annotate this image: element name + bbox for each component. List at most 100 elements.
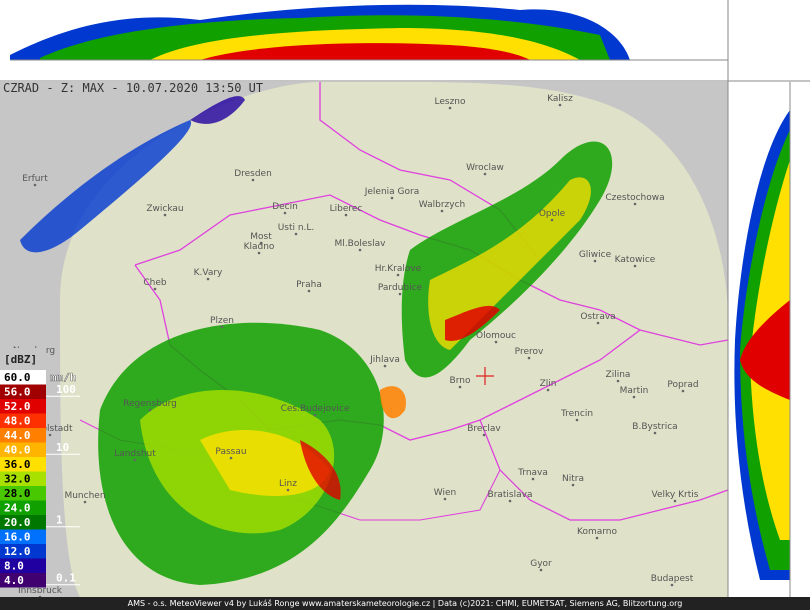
legend-level: 4.0	[4, 574, 24, 587]
city-dot	[527, 356, 531, 360]
city-label: Passau	[215, 447, 246, 457]
city-dot	[494, 340, 498, 344]
city-label: Opole	[539, 209, 566, 219]
city-dot	[546, 388, 550, 392]
city-dot	[632, 395, 636, 399]
city-label: Pardubice	[378, 283, 423, 293]
city-label: Velky Krtis	[652, 490, 699, 500]
city-label: Hr.Kralove	[375, 264, 422, 274]
city-dot	[294, 232, 298, 236]
city-dot	[448, 106, 452, 110]
city-label: Leszno	[434, 97, 466, 107]
city-label: Dresden	[234, 169, 272, 179]
legend-level: 52.0	[4, 400, 31, 413]
city-dot	[344, 213, 348, 217]
city-label: Erfurt	[22, 174, 48, 184]
city-dot	[163, 213, 167, 217]
city-label: Walbrzych	[419, 200, 465, 210]
city-dot	[383, 364, 387, 368]
city-dot	[398, 292, 402, 296]
legend-level: 12.0	[4, 545, 31, 558]
city-label: Brno	[450, 376, 471, 386]
legend-level: 40.0	[4, 444, 31, 457]
legend-level: 8.0	[4, 560, 24, 573]
city-label: Zilina	[606, 370, 631, 380]
city-dot	[358, 248, 362, 252]
city-label: Trnava	[517, 468, 548, 478]
city-label: Trencin	[560, 409, 593, 419]
city-dot	[440, 209, 444, 213]
legend-level: 24.0	[4, 502, 31, 515]
legend-header-bg	[0, 348, 46, 370]
city-dot	[443, 497, 447, 501]
city-dot	[286, 488, 290, 492]
legend-swatch	[0, 500, 46, 515]
city-dot	[633, 264, 637, 268]
city-dot	[482, 433, 486, 437]
city-dot	[257, 251, 261, 255]
city-label: Kalisz	[547, 94, 573, 104]
city-dot	[206, 277, 210, 281]
city-label: Decin	[272, 202, 298, 212]
footer-text: AMS - o.s. MeteoViewer v4 by Lukáš Ronge…	[128, 598, 683, 608]
legend-level: 28.0	[4, 487, 31, 500]
city-dot	[531, 477, 535, 481]
city-label: K.Vary	[194, 268, 223, 278]
legend-swatch	[0, 558, 46, 573]
legend-level: 48.0	[4, 415, 31, 428]
city-dot	[596, 321, 600, 325]
city-label: Kladno	[244, 242, 275, 252]
city-dot	[307, 289, 311, 293]
city-label: Komarno	[577, 527, 617, 537]
city-dot	[83, 500, 87, 504]
city-dot	[396, 273, 400, 277]
city-label: Most	[250, 232, 272, 242]
legend-level: 56.0	[4, 386, 31, 399]
legend-swatch	[0, 384, 46, 399]
city-dot	[283, 211, 287, 215]
city-dot	[550, 218, 554, 222]
city-dot	[153, 287, 157, 291]
city-dot	[133, 458, 137, 462]
legend-level: 44.0	[4, 429, 31, 442]
city-dot	[575, 418, 579, 422]
legend-rate: 100	[56, 383, 76, 396]
city-label: Linz	[279, 479, 297, 489]
city-label: Munchen	[64, 491, 105, 501]
side-profile	[734, 82, 791, 597]
city-dot	[558, 103, 562, 107]
city-label: Ces.Budejovice	[281, 404, 350, 414]
city-label: Ingolstadt	[27, 424, 73, 434]
legend-swatch	[0, 370, 46, 385]
map-title: CZRAD - Z: MAX - 10.07.2020 13:50 UT	[3, 81, 263, 95]
city-label: Zlin	[540, 379, 557, 389]
city-label: Wien	[434, 488, 456, 498]
city-label: Bratislava	[488, 490, 533, 500]
city-dot	[220, 325, 224, 329]
legend: [dBZ] 60.0 56.052.0 48.044.0 40.036.0 32.028.…	[0, 348, 80, 588]
city-label: Czestochowa	[605, 193, 664, 203]
city-dot	[483, 172, 487, 176]
footer-bar	[0, 597, 810, 610]
legend-level: 60.0	[4, 371, 31, 384]
radar-site	[476, 367, 494, 385]
legend-rate: 0.1	[56, 572, 76, 585]
legend-level: 32.0	[4, 473, 31, 486]
legend-swatch	[0, 399, 46, 414]
city-label: Innsbruck	[18, 586, 63, 596]
city-label: Regensburg	[123, 399, 177, 409]
city-label: Poprad	[667, 380, 698, 390]
city-dot	[259, 241, 263, 245]
city-label: Olomouc	[476, 331, 516, 341]
city-dot	[508, 499, 512, 503]
city-label: Usti n.L.	[278, 223, 315, 233]
city-label: Cheb	[143, 278, 167, 288]
city-label: Martin	[620, 386, 649, 396]
legend-level: 16.0	[4, 531, 31, 544]
legend-swatch	[0, 413, 46, 428]
legend-swatch	[0, 515, 46, 530]
legend-swatch	[0, 442, 46, 457]
city-dot	[458, 385, 462, 389]
legend-level: 36.0	[4, 458, 31, 471]
